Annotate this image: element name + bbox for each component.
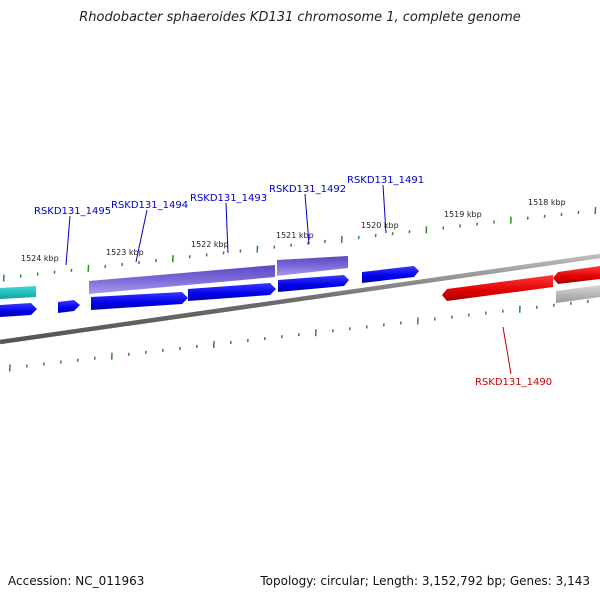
- gene-label[interactable]: RSKD131_1494: [111, 200, 188, 211]
- cyan-feature[interactable]: [0, 286, 36, 299]
- cds-arrow[interactable]: [553, 266, 600, 284]
- ruler-label: 1524 kbp: [21, 254, 59, 263]
- gene-label[interactable]: RSKD131_1491: [347, 175, 424, 186]
- gene-feature[interactable]: [277, 256, 348, 276]
- cds-arrow[interactable]: [188, 283, 276, 301]
- gene-track-upper: [89, 256, 348, 294]
- chromosome-backbone: [0, 253, 600, 345]
- gene-label[interactable]: RSKD131_1492: [269, 184, 346, 195]
- cds-track-reverse: [442, 266, 600, 303]
- tick-ruler-lower: [8, 299, 589, 372]
- ruler-label: 1523 kbp: [106, 248, 144, 257]
- label-leader-line: [502, 326, 512, 375]
- label-leader-line: [304, 193, 310, 245]
- ruler-label: 1520 kbp: [361, 221, 399, 230]
- gene-feature[interactable]: [89, 265, 275, 294]
- label-leader-line: [65, 215, 71, 266]
- label-leader-line: [135, 209, 148, 263]
- ruler-label: 1519 kbp: [444, 210, 482, 219]
- ruler-label: 1521 kbp: [276, 231, 314, 240]
- ruler-label: 1518 kbp: [528, 198, 566, 207]
- cds-arrow[interactable]: [0, 303, 37, 317]
- ruler-label: 1522 kbp: [191, 240, 229, 249]
- cds-track-forward: [0, 266, 419, 317]
- tick-ruler-upper: [2, 206, 597, 282]
- gene-label[interactable]: RSKD131_1493: [190, 193, 267, 204]
- label-leader-line: [225, 202, 229, 254]
- cds-arrow[interactable]: [91, 292, 188, 310]
- cds-arrow[interactable]: [442, 275, 553, 301]
- label-leader-line: [382, 184, 387, 234]
- gene-label[interactable]: RSKD131_1495: [34, 206, 111, 217]
- genome-title: Rhodobacter sphaeroides KD131 chromosome…: [79, 10, 521, 25]
- summary-text: Topology: circular; Length: 3,152,792 bp…: [260, 574, 590, 588]
- cds-arrow[interactable]: [58, 300, 80, 313]
- cds-arrow[interactable]: [278, 275, 349, 292]
- gene-label[interactable]: RSKD131_1490: [475, 377, 552, 388]
- gray-feature[interactable]: [556, 285, 600, 303]
- accession-text: Accession: NC_011963: [8, 574, 145, 588]
- cds-arrow[interactable]: [362, 266, 419, 283]
